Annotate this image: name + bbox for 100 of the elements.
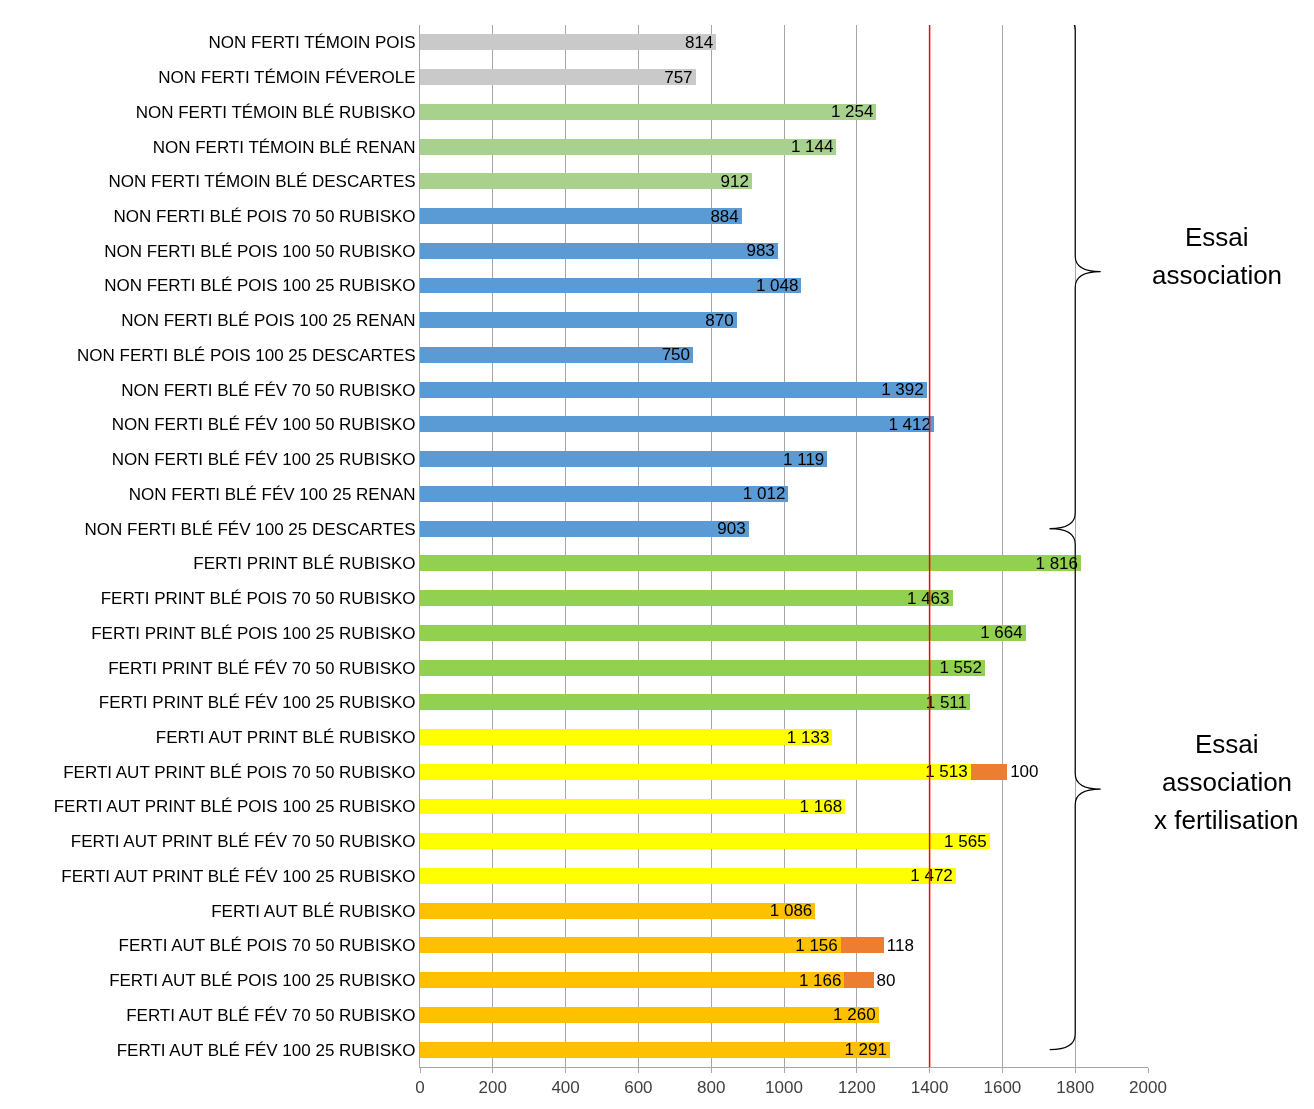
data-label: 1 144 (790, 137, 834, 157)
text: association (1152, 260, 1283, 290)
y-tick-label: FERTI PRINT BLÉ FÉV 100 25 RUBISKO (98, 693, 416, 713)
text: Essai (1195, 729, 1259, 759)
bar (844, 972, 874, 989)
y-tick-label: NON FERTI TÉMOIN POIS (208, 33, 416, 53)
x-tick-label: 1600 (983, 1078, 1022, 1098)
data-label: 1 552 (939, 658, 982, 678)
bar (420, 381, 927, 398)
y-tick-label: FERTI AUT BLÉ POIS 100 25 RUBISKO (109, 971, 416, 991)
data-label: 1 133 (786, 727, 830, 747)
data-label: 1 392 (881, 380, 924, 400)
bar (420, 1006, 879, 1023)
data-label: 1 166 (798, 970, 842, 990)
x-tick-label: 400 (551, 1078, 580, 1098)
data-label: 870 (705, 310, 734, 330)
data-label: 903 (717, 519, 746, 539)
bar (420, 902, 816, 919)
y-tick-label: NON FERTI BLÉ FÉV 100 25 RUBISKO (111, 450, 416, 470)
data-label: 1 254 (830, 102, 874, 122)
y-tick-label: NON FERTI TÉMOIN BLÉ RENAN (152, 137, 416, 157)
bar (420, 451, 828, 468)
bar (420, 763, 971, 780)
data-label: 80 (876, 970, 896, 990)
data-label: 1 086 (769, 901, 813, 921)
bar (420, 312, 737, 329)
bar (420, 694, 970, 711)
y-tick-label: FERTI AUT BLÉ RUBISKO (211, 901, 416, 921)
y-tick-label: FERTI PRINT BLÉ FÉV 70 50 RUBISKO (108, 658, 416, 678)
y-tick-label: NON FERTI BLÉ FÉV 100 50 RUBISKO (111, 415, 416, 435)
bar (420, 416, 934, 433)
y-tick-label: FERTI AUT BLÉ FÉV 100 25 RUBISKO (116, 1040, 416, 1060)
x-tick-label: 1800 (1056, 1078, 1095, 1098)
text: Essai (1185, 222, 1249, 252)
bar (420, 277, 802, 294)
data-label: 912 (720, 171, 749, 191)
y-tick-label: FERTI AUT PRINT BLÉ FÉV 70 50 RUBISKO (70, 832, 416, 852)
y-tick-label: NON FERTI BLÉ FÉV 100 25 RENAN (128, 484, 416, 504)
data-label: 983 (746, 241, 775, 261)
bar (420, 520, 749, 537)
data-label: 750 (661, 345, 690, 365)
y-tick-label: FERTI AUT PRINT BLÉ RUBISKO (155, 727, 416, 747)
data-label: 814 (684, 32, 714, 52)
data-label: 1 565 (944, 831, 987, 851)
data-label: 1 156 (795, 935, 838, 955)
bar (420, 729, 833, 746)
bar (420, 34, 717, 51)
bar (420, 242, 778, 259)
bar (420, 208, 742, 225)
bar (420, 972, 845, 989)
bar (420, 590, 953, 607)
x-tick-label: 1200 (837, 1078, 876, 1098)
bar (420, 138, 837, 155)
data-label: 1 168 (799, 797, 843, 816)
x-tick-label: 0 (415, 1078, 425, 1098)
bar (420, 69, 696, 86)
data-label: 1 291 (844, 1040, 887, 1060)
y-tick-label: FERTI AUT PRINT BLÉ POIS 100 25 RUBISKO (53, 797, 416, 817)
bar (420, 833, 990, 850)
data-label: 1 260 (833, 1005, 876, 1025)
bar (840, 937, 884, 954)
y-tick-label: FERTI AUT BLÉ POIS 70 50 RUBISKO (118, 936, 416, 956)
y-tick-label: FERTI AUT PRINT BLÉ FÉV 100 25 RUBISKO (61, 866, 416, 886)
text: x fertilisation (1154, 805, 1299, 835)
y-tick-label: NON FERTI BLÉ POIS 100 50 RUBISKO (104, 241, 416, 261)
x-tick-label: 1400 (910, 1078, 949, 1098)
bar (420, 659, 985, 676)
data-label: 100 (1010, 762, 1039, 782)
data-label: 118 (886, 935, 914, 955)
bar (970, 763, 1008, 780)
y-tick-label: FERTI PRINT BLÉ RUBISKO (193, 554, 416, 574)
x-tick-label: 200 (478, 1078, 507, 1098)
data-label: 1 412 (888, 414, 931, 434)
bar (420, 346, 693, 363)
y-tick-label: NON FERTI TÉMOIN BLÉ RUBISKO (135, 102, 416, 122)
y-tick-label: FERTI AUT BLÉ FÉV 70 50 RUBISKO (126, 1005, 416, 1025)
x-tick-label: 600 (624, 1078, 653, 1098)
data-label: 884 (710, 206, 739, 226)
y-tick-label: FERTI AUT PRINT BLÉ POIS 70 50 RUBISKO (63, 762, 416, 782)
bar (420, 485, 789, 502)
y-tick-label: FERTI PRINT BLÉ POIS 100 25 RUBISKO (91, 623, 416, 643)
bar (420, 103, 877, 120)
bar (420, 867, 956, 884)
bar (420, 937, 841, 954)
data-label: 1 012 (742, 484, 786, 504)
x-tick-label: 800 (697, 1078, 726, 1098)
y-tick-label: NON FERTI BLÉ FÉV 100 25 DESCARTES (84, 519, 416, 539)
y-tick-label: NON FERTI BLÉ POIS 70 50 RUBISKO (113, 206, 416, 226)
y-tick-label: NON FERTI BLÉ POIS 100 25 DESCARTES (77, 345, 416, 365)
bar (420, 173, 752, 190)
data-label: 757 (664, 67, 693, 87)
data-label: 1 048 (755, 276, 799, 295)
y-tick-label: NON FERTI TÉMOIN BLÉ DESCARTES (108, 172, 416, 192)
y-tick-label: FERTI PRINT BLÉ POIS 70 50 RUBISKO (100, 589, 416, 609)
text: association (1162, 767, 1293, 797)
bar (420, 1041, 890, 1058)
data-label: 1 119 (783, 449, 825, 469)
bar (420, 624, 1026, 641)
x-tick-label: 2000 (1129, 1078, 1167, 1098)
data-label: 1 664 (980, 623, 1023, 643)
